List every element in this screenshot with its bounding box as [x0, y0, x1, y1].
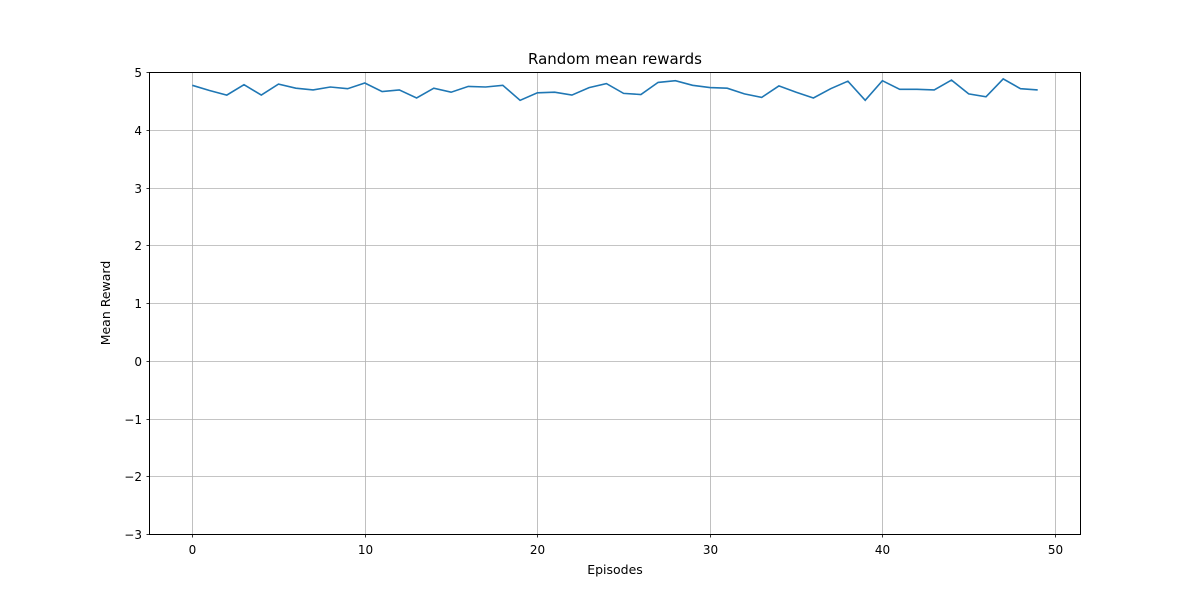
x-axis-label: Episodes [587, 562, 643, 577]
x-tick-label: 40 [875, 543, 890, 557]
y-tick-label: −2 [124, 470, 142, 484]
y-tick-label: 2 [134, 239, 142, 253]
y-tick-label: 5 [134, 66, 142, 80]
x-tick-label: 50 [1048, 543, 1063, 557]
grid [150, 72, 1080, 535]
series-line [192, 77, 1038, 102]
x-tick-label: 10 [358, 543, 373, 557]
x-tick-label: 20 [530, 543, 545, 557]
chart-title: Random mean rewards [528, 50, 702, 68]
y-tick-label: −1 [124, 413, 142, 427]
y-tick-label: 3 [134, 182, 142, 196]
y-axis-label: Mean Reward [98, 261, 113, 346]
y-tick-label: 1 [134, 297, 142, 311]
y-tick-label: −3 [124, 528, 142, 542]
y-axis: −3 −2 −1 0 1 2 3 4 5 [124, 66, 150, 542]
y-tick-label: 4 [134, 124, 142, 138]
x-axis: 0 10 20 30 40 50 [189, 534, 1063, 557]
x-tick-label: 30 [703, 543, 718, 557]
x-tick-label: 0 [189, 543, 197, 557]
y-tick-label: 0 [134, 355, 142, 369]
